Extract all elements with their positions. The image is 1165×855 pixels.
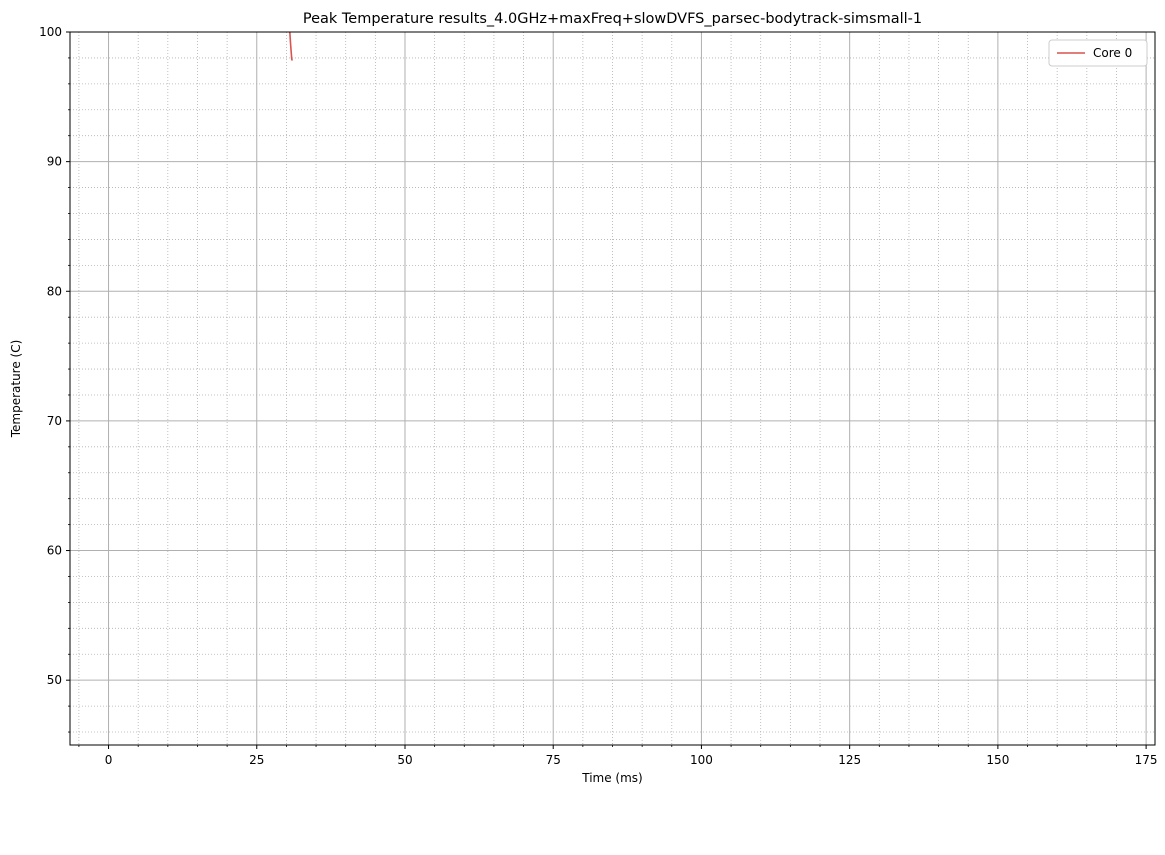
- y-axis: 50 60 70 80 90 100: [39, 25, 70, 733]
- x-tick-label: 75: [546, 753, 561, 767]
- minor-grid: [70, 32, 1155, 745]
- y-tick-label: 100: [39, 25, 62, 39]
- x-tick-label: 0: [105, 753, 113, 767]
- y-tick-label: 90: [47, 155, 62, 169]
- legend-box: [1048, 39, 1148, 67]
- y-tick-label: 80: [47, 284, 62, 298]
- x-tick-label: 25: [249, 753, 264, 767]
- series-line-core-0: [288, 32, 294, 61]
- y-tick-label: 50: [47, 673, 62, 687]
- x-axis-label: Time (ms): [581, 771, 643, 785]
- x-tick-label: 175: [1135, 753, 1158, 767]
- series-layer: [288, 32, 294, 61]
- y-tick-label: 70: [47, 414, 62, 428]
- y-tick-label: 60: [47, 544, 62, 558]
- x-axis: 0 25 50 75 100 125 150 175: [78, 745, 1158, 767]
- x-tick-label: 125: [838, 753, 861, 767]
- x-tick-label: 100: [690, 753, 713, 767]
- legend: Core 0: [1048, 39, 1148, 67]
- legend-label-core-0: Core 0: [1093, 46, 1132, 60]
- chart-title: Peak Temperature results_4.0GHz+maxFreq+…: [303, 11, 922, 27]
- major-grid: [70, 32, 1155, 745]
- x-tick-label: 150: [986, 753, 1009, 767]
- y-axis-label: Temperature (C): [9, 340, 23, 439]
- x-tick-label: 50: [397, 753, 412, 767]
